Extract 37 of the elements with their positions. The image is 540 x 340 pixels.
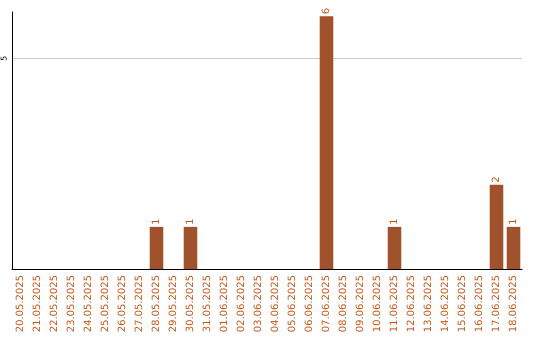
x-tick-label: 24.05.2025 (83, 275, 94, 332)
x-tick-label: 21.05.2025 (32, 275, 43, 332)
data-label: 1 (185, 218, 196, 225)
x-tick-label: 17.06.2025 (491, 275, 502, 332)
x-tick-label: 09.06.2025 (355, 275, 366, 332)
x-tick-label: 08.06.2025 (338, 275, 349, 332)
data-label: 6 (321, 8, 332, 14)
x-tick-label: 28.05.2025 (151, 275, 162, 332)
x-tick-label: 16.06.2025 (474, 275, 485, 332)
data-label: 1 (151, 218, 162, 225)
x-tick-label: 02.06.2025 (236, 275, 247, 332)
x-tick-label: 03.06.2025 (253, 275, 264, 332)
x-tick-label: 10.06.2025 (372, 275, 383, 332)
x-tick-label: 15.06.2025 (457, 275, 468, 332)
x-tick-label: 23.05.2025 (66, 275, 77, 332)
y-tick-label: 5 (0, 56, 8, 61)
x-tick-label: 22.05.2025 (49, 275, 60, 332)
x-tick-label: 26.05.2025 (117, 275, 128, 332)
data-label: 1 (508, 218, 519, 225)
x-tick-label: 25.05.2025 (100, 275, 111, 332)
x-tick-label: 04.06.2025 (270, 275, 281, 332)
x-tick-label: 27.05.2025 (134, 275, 145, 332)
data-label: 1 (389, 218, 400, 225)
x-tick-label: 07.06.2025 (321, 275, 332, 332)
data-label: 2 (491, 176, 502, 183)
x-tick-label: 05.06.2025 (287, 275, 298, 332)
x-tick-label: 30.05.2025 (185, 275, 196, 332)
x-tick-label: 20.05.2025 (15, 275, 26, 332)
x-tick-label: 13.06.2025 (423, 275, 434, 332)
x-tick-label: 11.06.2025 (389, 275, 400, 332)
x-tick-label: 14.06.2025 (440, 275, 451, 332)
x-tick-label: 29.05.2025 (168, 275, 179, 332)
x-tick-label: 31.05.2025 (202, 275, 213, 332)
x-tick-label: 06.06.2025 (304, 275, 315, 332)
x-tick-label: 01.06.2025 (219, 275, 230, 332)
x-tick-label: 18.06.2025 (508, 275, 519, 332)
x-tick-label: 12.06.2025 (406, 275, 417, 332)
